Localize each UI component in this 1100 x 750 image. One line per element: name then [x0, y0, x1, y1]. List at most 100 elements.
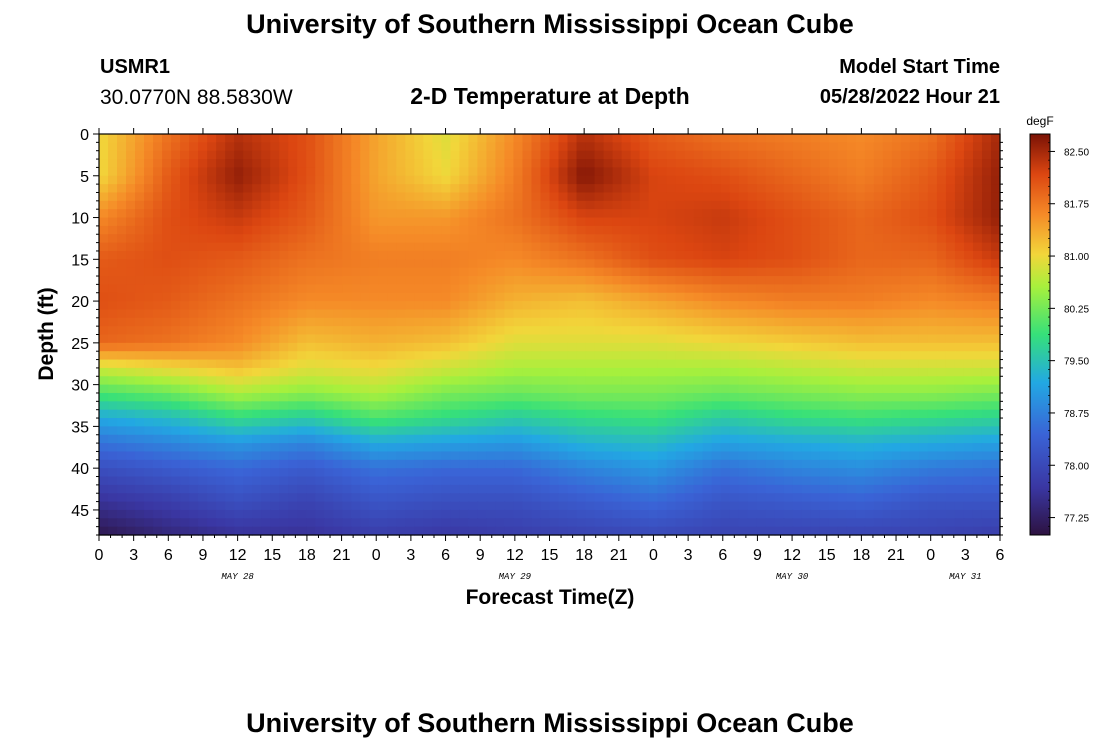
heatmap-cell: [828, 317, 839, 327]
heatmap-cell: [801, 167, 812, 177]
heatmap-cell: [882, 484, 893, 494]
heatmap-cell: [306, 342, 316, 352]
heatmap-cell: [495, 359, 506, 369]
heatmap-cell: [486, 334, 497, 344]
heatmap-cell: [621, 276, 632, 285]
heatmap-cell: [918, 150, 929, 160]
heatmap-cell: [702, 175, 713, 185]
x-tick-label: 18: [298, 547, 316, 564]
heatmap-cell: [855, 309, 866, 319]
heatmap-cell: [225, 317, 235, 327]
heatmap-cell: [270, 501, 280, 511]
heatmap-cell: [639, 276, 650, 285]
heatmap-cell: [927, 292, 938, 302]
heatmap-cell: [585, 175, 596, 185]
heatmap-cell: [774, 434, 785, 444]
heatmap-cell: [819, 284, 830, 294]
heatmap-cell: [684, 434, 695, 444]
heatmap-cell: [360, 392, 370, 402]
heatmap-cell: [810, 476, 821, 486]
heatmap-cell: [837, 267, 848, 277]
heatmap-cell: [378, 484, 388, 494]
heatmap-cell: [819, 451, 830, 461]
heatmap-cell: [495, 225, 506, 235]
heatmap-cell: [171, 184, 181, 194]
heatmap-cell: [936, 459, 947, 469]
heatmap-cell: [882, 209, 893, 219]
heatmap-cell: [378, 451, 388, 461]
heatmap-cell: [936, 342, 947, 352]
heatmap-cell: [738, 434, 749, 444]
heatmap-cell: [585, 342, 596, 352]
heatmap-cell: [846, 443, 857, 453]
heatmap-cell: [720, 434, 731, 444]
heatmap-cell: [198, 359, 208, 369]
heatmap-cell: [846, 509, 857, 519]
heatmap-cell: [198, 509, 208, 519]
heatmap-cell: [954, 267, 965, 277]
heatmap-cell: [783, 217, 794, 227]
heatmap-cell: [873, 284, 884, 294]
heatmap-cell: [198, 376, 208, 386]
heatmap-cell: [225, 367, 235, 377]
heatmap-cell: [639, 443, 650, 453]
heatmap-cell: [171, 476, 181, 486]
heatmap-cell: [909, 242, 920, 252]
heatmap-cell: [918, 376, 929, 386]
heatmap-cell: [288, 351, 298, 361]
heatmap-cell: [396, 501, 406, 511]
heatmap-cell: [306, 317, 316, 327]
heatmap-cell: [927, 468, 938, 478]
heatmap-cell: [270, 476, 280, 486]
heatmap-cell: [567, 459, 578, 469]
heatmap-cell: [504, 367, 515, 377]
heatmap-cell: [459, 267, 470, 277]
heatmap-cell: [657, 192, 668, 202]
heatmap-cell: [963, 426, 974, 436]
heatmap-cell: [864, 209, 875, 219]
heatmap-cell: [324, 418, 334, 427]
heatmap-cell: [558, 284, 569, 294]
heatmap-cell: [315, 443, 325, 453]
heatmap-cell: [387, 493, 397, 503]
heatmap-cell: [288, 468, 298, 478]
heatmap-cell: [990, 150, 1001, 160]
heatmap-cell: [783, 459, 794, 469]
heatmap-cell: [558, 434, 569, 444]
heatmap-cell: [333, 409, 343, 419]
heatmap-cell: [981, 359, 992, 369]
heatmap-cell: [666, 267, 677, 277]
heatmap-cell: [621, 443, 632, 453]
heatmap-cell: [315, 434, 325, 444]
heatmap-cell: [675, 234, 686, 244]
heatmap-cell: [711, 175, 722, 185]
heatmap-cell: [477, 209, 488, 219]
heatmap-cell: [729, 509, 740, 519]
heatmap-cell: [711, 209, 722, 219]
heatmap-cell: [378, 301, 388, 311]
heatmap-cell: [810, 225, 821, 235]
heatmap-cell: [693, 434, 704, 444]
heatmap-cell: [360, 134, 370, 143]
heatmap-cell: [207, 309, 217, 319]
heatmap-cell: [522, 451, 533, 461]
heatmap-cell: [324, 459, 334, 469]
heatmap-cell: [954, 175, 965, 185]
heatmap-cell: [171, 392, 181, 402]
heatmap-cell: [351, 301, 361, 311]
heatmap-cell: [171, 459, 181, 469]
heatmap-cell: [648, 392, 659, 402]
heatmap-cell: [864, 468, 875, 478]
heatmap-cell: [486, 484, 497, 494]
heatmap-cell: [162, 484, 172, 494]
heatmap-cell: [333, 309, 343, 319]
heatmap-cell: [576, 509, 587, 519]
heatmap-cell: [135, 217, 145, 227]
heatmap-cell: [135, 284, 145, 294]
heatmap-cell: [252, 259, 262, 269]
heatmap-cell: [729, 334, 740, 344]
heatmap-cell: [756, 459, 767, 469]
heatmap-cell: [279, 317, 289, 327]
heatmap-cell: [864, 259, 875, 269]
heatmap-cell: [657, 292, 668, 302]
